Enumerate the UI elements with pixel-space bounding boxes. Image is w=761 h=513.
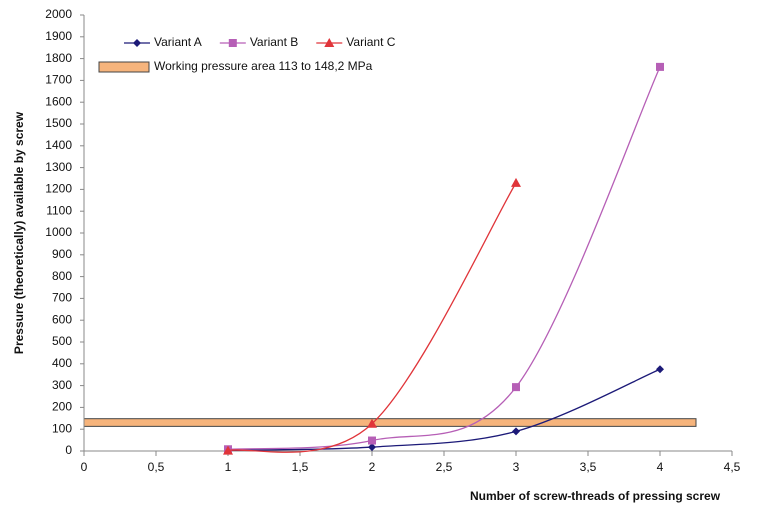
x-tick-label: 0,5: [148, 460, 165, 474]
legend-marker: [228, 39, 237, 47]
series-line: [227, 368, 661, 451]
y-tick-label: 100: [52, 421, 72, 435]
legend-marker: [133, 39, 141, 47]
marker: [223, 445, 233, 455]
series-line: [227, 66, 661, 450]
y-tick-label: 800: [52, 269, 72, 283]
legend-swatch: [98, 61, 150, 73]
x-tick-label: 0: [81, 460, 88, 474]
y-tick-label: 1500: [45, 116, 72, 130]
x-tick-label: 1,5: [292, 460, 309, 474]
marker: [656, 365, 664, 374]
marker: [368, 436, 376, 445]
y-tick-label: 0: [65, 443, 72, 457]
y-tick-label: 1400: [45, 138, 72, 152]
series-line: [227, 182, 517, 453]
y-axis-title: Pressure (theoretically) available by sc…: [12, 111, 26, 354]
y-tick-label: 900: [52, 247, 72, 261]
y-tick-label: 300: [52, 378, 72, 392]
y-tick-label: 1800: [45, 51, 72, 65]
y-tick-label: 1600: [45, 94, 72, 108]
x-axis-title: Number of screw-threads of pressing scre…: [470, 489, 721, 503]
marker: [512, 383, 520, 392]
marker: [511, 177, 521, 187]
y-tick-label: 1300: [45, 160, 72, 174]
marker: [512, 427, 520, 436]
y-tick-label: 1000: [45, 225, 72, 239]
y-tick-label: 1100: [46, 203, 72, 217]
y-tick-label: 1200: [45, 182, 72, 196]
legend-label: Variant A: [154, 35, 202, 49]
y-tick-label: 600: [52, 312, 72, 326]
y-tick-label: 200: [52, 400, 72, 414]
x-tick-label: 2,5: [436, 460, 453, 474]
marker: [367, 418, 377, 428]
x-tick-label: 3,5: [580, 460, 597, 474]
legend-label: Variant B: [250, 35, 298, 49]
y-tick-label: 1900: [45, 29, 72, 43]
x-tick-label: 2: [369, 460, 376, 474]
y-tick-label: 400: [52, 356, 72, 370]
x-tick-label: 4: [657, 460, 664, 474]
legend-label: Working pressure area 113 to 148,2 MPa: [154, 59, 373, 73]
y-tick-label: 2000: [45, 7, 72, 21]
working-pressure-band: [83, 418, 697, 427]
y-tick-label: 1700: [45, 73, 72, 87]
legend-label: Variant C: [346, 35, 395, 49]
marker: [368, 443, 376, 452]
x-tick-label: 3: [513, 460, 520, 474]
x-tick-label: 1: [225, 460, 232, 474]
marker: [656, 62, 664, 71]
y-tick-label: 500: [52, 334, 72, 348]
legend-marker: [324, 38, 335, 47]
y-tick-label: 700: [52, 291, 72, 305]
x-tick-label: 4,5: [724, 460, 741, 474]
